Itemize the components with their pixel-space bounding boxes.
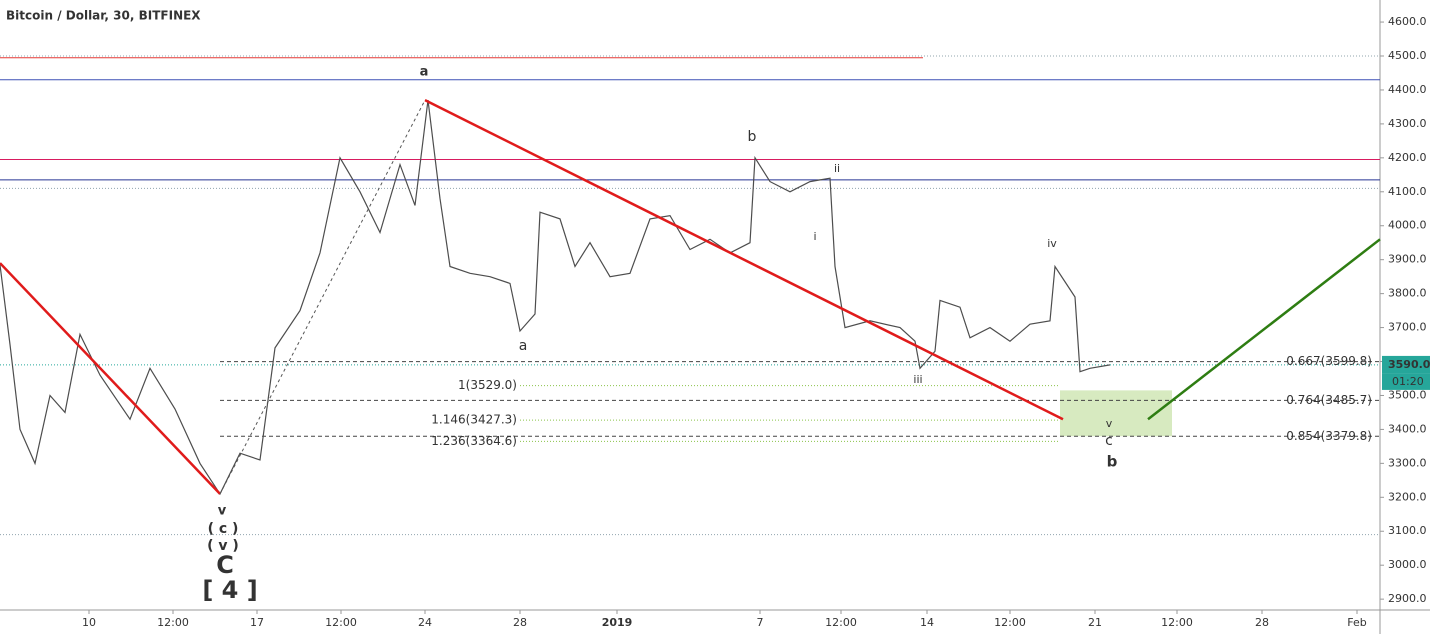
x-tick-label: 14 — [920, 616, 934, 629]
x-tick-label: Feb — [1347, 616, 1366, 629]
x-tick-label: 2019 — [602, 616, 633, 629]
x-tick-label: 28 — [1255, 616, 1269, 629]
x-tick-label: 12:00 — [994, 616, 1026, 629]
x-tick-label: 21 — [1088, 616, 1102, 629]
y-tick-label: 3000.0 — [1388, 558, 1427, 571]
y-tick-label: 3500.0 — [1388, 388, 1427, 401]
wave-label: c — [1105, 433, 1113, 449]
trend-line — [219, 99, 426, 495]
y-tick-label: 3800.0 — [1388, 287, 1427, 300]
x-tick-label: 24 — [418, 616, 432, 629]
wave-label: b — [1107, 453, 1118, 471]
extension-label: 1(3529.0) — [458, 378, 517, 392]
y-tick-label: 4100.0 — [1388, 185, 1427, 198]
extension-label: 1.146(3427.3) — [431, 413, 517, 427]
fib-label: 0.854(3379.8) — [1286, 429, 1372, 443]
wave-label: a — [519, 338, 528, 354]
wave-label: ( v ) — [207, 538, 239, 554]
chart-title: Bitcoin / Dollar, 30, BITFINEX — [6, 9, 201, 23]
y-tick-label: 3400.0 — [1388, 422, 1427, 435]
wave-label: ii — [834, 162, 840, 175]
price-tag-label: 3590.0 — [1388, 358, 1430, 371]
trend-line — [424, 99, 1064, 421]
wave-label: iv — [1047, 237, 1057, 250]
price-tag — [1382, 355, 1430, 374]
fib-label: 0.667(3599.8) — [1286, 354, 1372, 368]
wave-label: i — [813, 230, 816, 243]
countdown-tag — [1382, 373, 1430, 390]
target-zone — [1060, 390, 1172, 437]
x-tick-label: 12:00 — [325, 616, 357, 629]
wave-label: v — [218, 504, 227, 519]
y-tick-label: 3900.0 — [1388, 253, 1427, 266]
y-tick-label: 3300.0 — [1388, 456, 1427, 469]
x-tick-label: 12:00 — [825, 616, 857, 629]
trend-line — [1147, 238, 1381, 421]
wave-label: iii — [913, 373, 922, 386]
y-tick-label: 4200.0 — [1388, 151, 1427, 164]
y-tick-label: 4000.0 — [1388, 219, 1427, 232]
wave-label: v — [1106, 417, 1113, 430]
price-line — [0, 100, 1111, 496]
y-tick-label: 4300.0 — [1388, 117, 1427, 130]
countdown-label: 01:20 — [1392, 375, 1424, 388]
wave-label: a — [420, 65, 429, 80]
wave-label: [ 4 ] — [202, 576, 257, 604]
y-tick-label: 4500.0 — [1388, 49, 1427, 62]
x-tick-label: 28 — [513, 616, 527, 629]
x-tick-label: 12:00 — [157, 616, 189, 629]
wave-label: ( c ) — [208, 521, 239, 537]
x-tick-label: 7 — [757, 616, 764, 629]
extension-label: 1.236(3364.6) — [431, 434, 517, 448]
wave-label: b — [748, 129, 757, 145]
x-tick-label: 10 — [82, 616, 96, 629]
fib-label: 0.764(3485.7) — [1286, 393, 1372, 407]
x-tick-label: 12:00 — [1161, 616, 1193, 629]
y-tick-label: 2900.0 — [1388, 592, 1427, 605]
wave-label: C — [216, 551, 234, 579]
y-tick-label: 3100.0 — [1388, 524, 1427, 537]
y-tick-label: 4600.0 — [1388, 15, 1427, 28]
y-tick-label: 3700.0 — [1388, 321, 1427, 334]
y-tick-label: 3200.0 — [1388, 490, 1427, 503]
x-tick-label: 17 — [250, 616, 264, 629]
y-tick-label: 4400.0 — [1388, 83, 1427, 96]
trend-line — [0, 262, 221, 495]
